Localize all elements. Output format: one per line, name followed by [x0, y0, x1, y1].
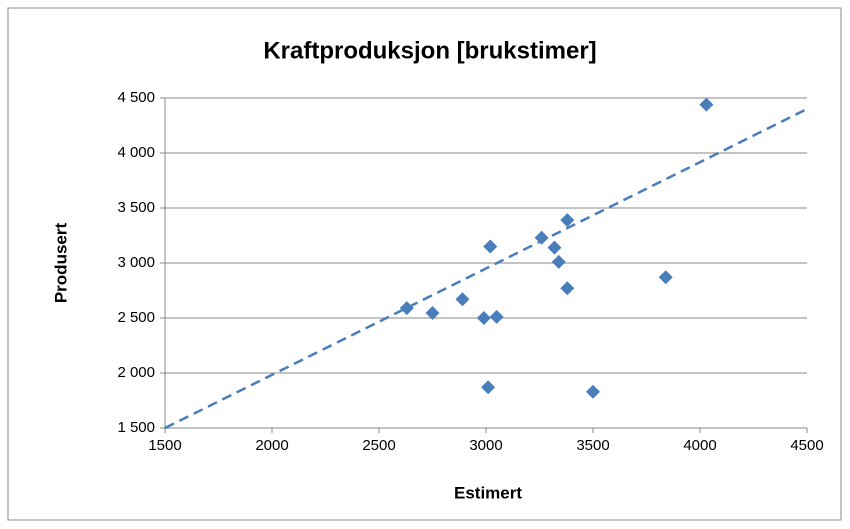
- y-tick-label: 3 000: [117, 254, 155, 271]
- trendline: [164, 107, 808, 430]
- y-tick-label: 2 000: [117, 364, 155, 381]
- point: [560, 281, 575, 296]
- point: [560, 213, 575, 228]
- point: [534, 230, 549, 245]
- point: [489, 309, 504, 324]
- point: [425, 306, 440, 321]
- y-tick-label: 4 500: [117, 89, 155, 106]
- point: [547, 240, 562, 255]
- point: [551, 254, 566, 269]
- y-tick-label: 2 500: [117, 309, 155, 326]
- chart-title: Kraftproduksjon [brukstimer]: [263, 37, 596, 64]
- x-tick-label: 4500: [790, 437, 823, 454]
- y-tick-label: 4 000: [117, 144, 155, 161]
- point: [455, 292, 470, 307]
- x-tick-label: 2500: [362, 437, 395, 454]
- y-tick-label: 3 500: [117, 199, 155, 216]
- point: [476, 311, 491, 325]
- x-tick-label: 2000: [255, 437, 288, 454]
- point: [658, 270, 673, 285]
- x-axis-title: Estimert: [454, 483, 522, 502]
- y-axis-title: Produsert: [51, 223, 70, 304]
- point: [699, 97, 714, 112]
- point: [586, 384, 600, 399]
- chart-border: [7, 7, 842, 521]
- x-tick-label: 3500: [576, 437, 609, 454]
- point: [481, 380, 496, 395]
- y-tick-label: 1 500: [117, 419, 155, 436]
- x-tick-label: 4000: [683, 437, 716, 454]
- x-tick-label: 1500: [148, 437, 181, 454]
- point: [483, 239, 498, 254]
- x-tick-label: 3000: [469, 437, 502, 454]
- point: [399, 301, 414, 316]
